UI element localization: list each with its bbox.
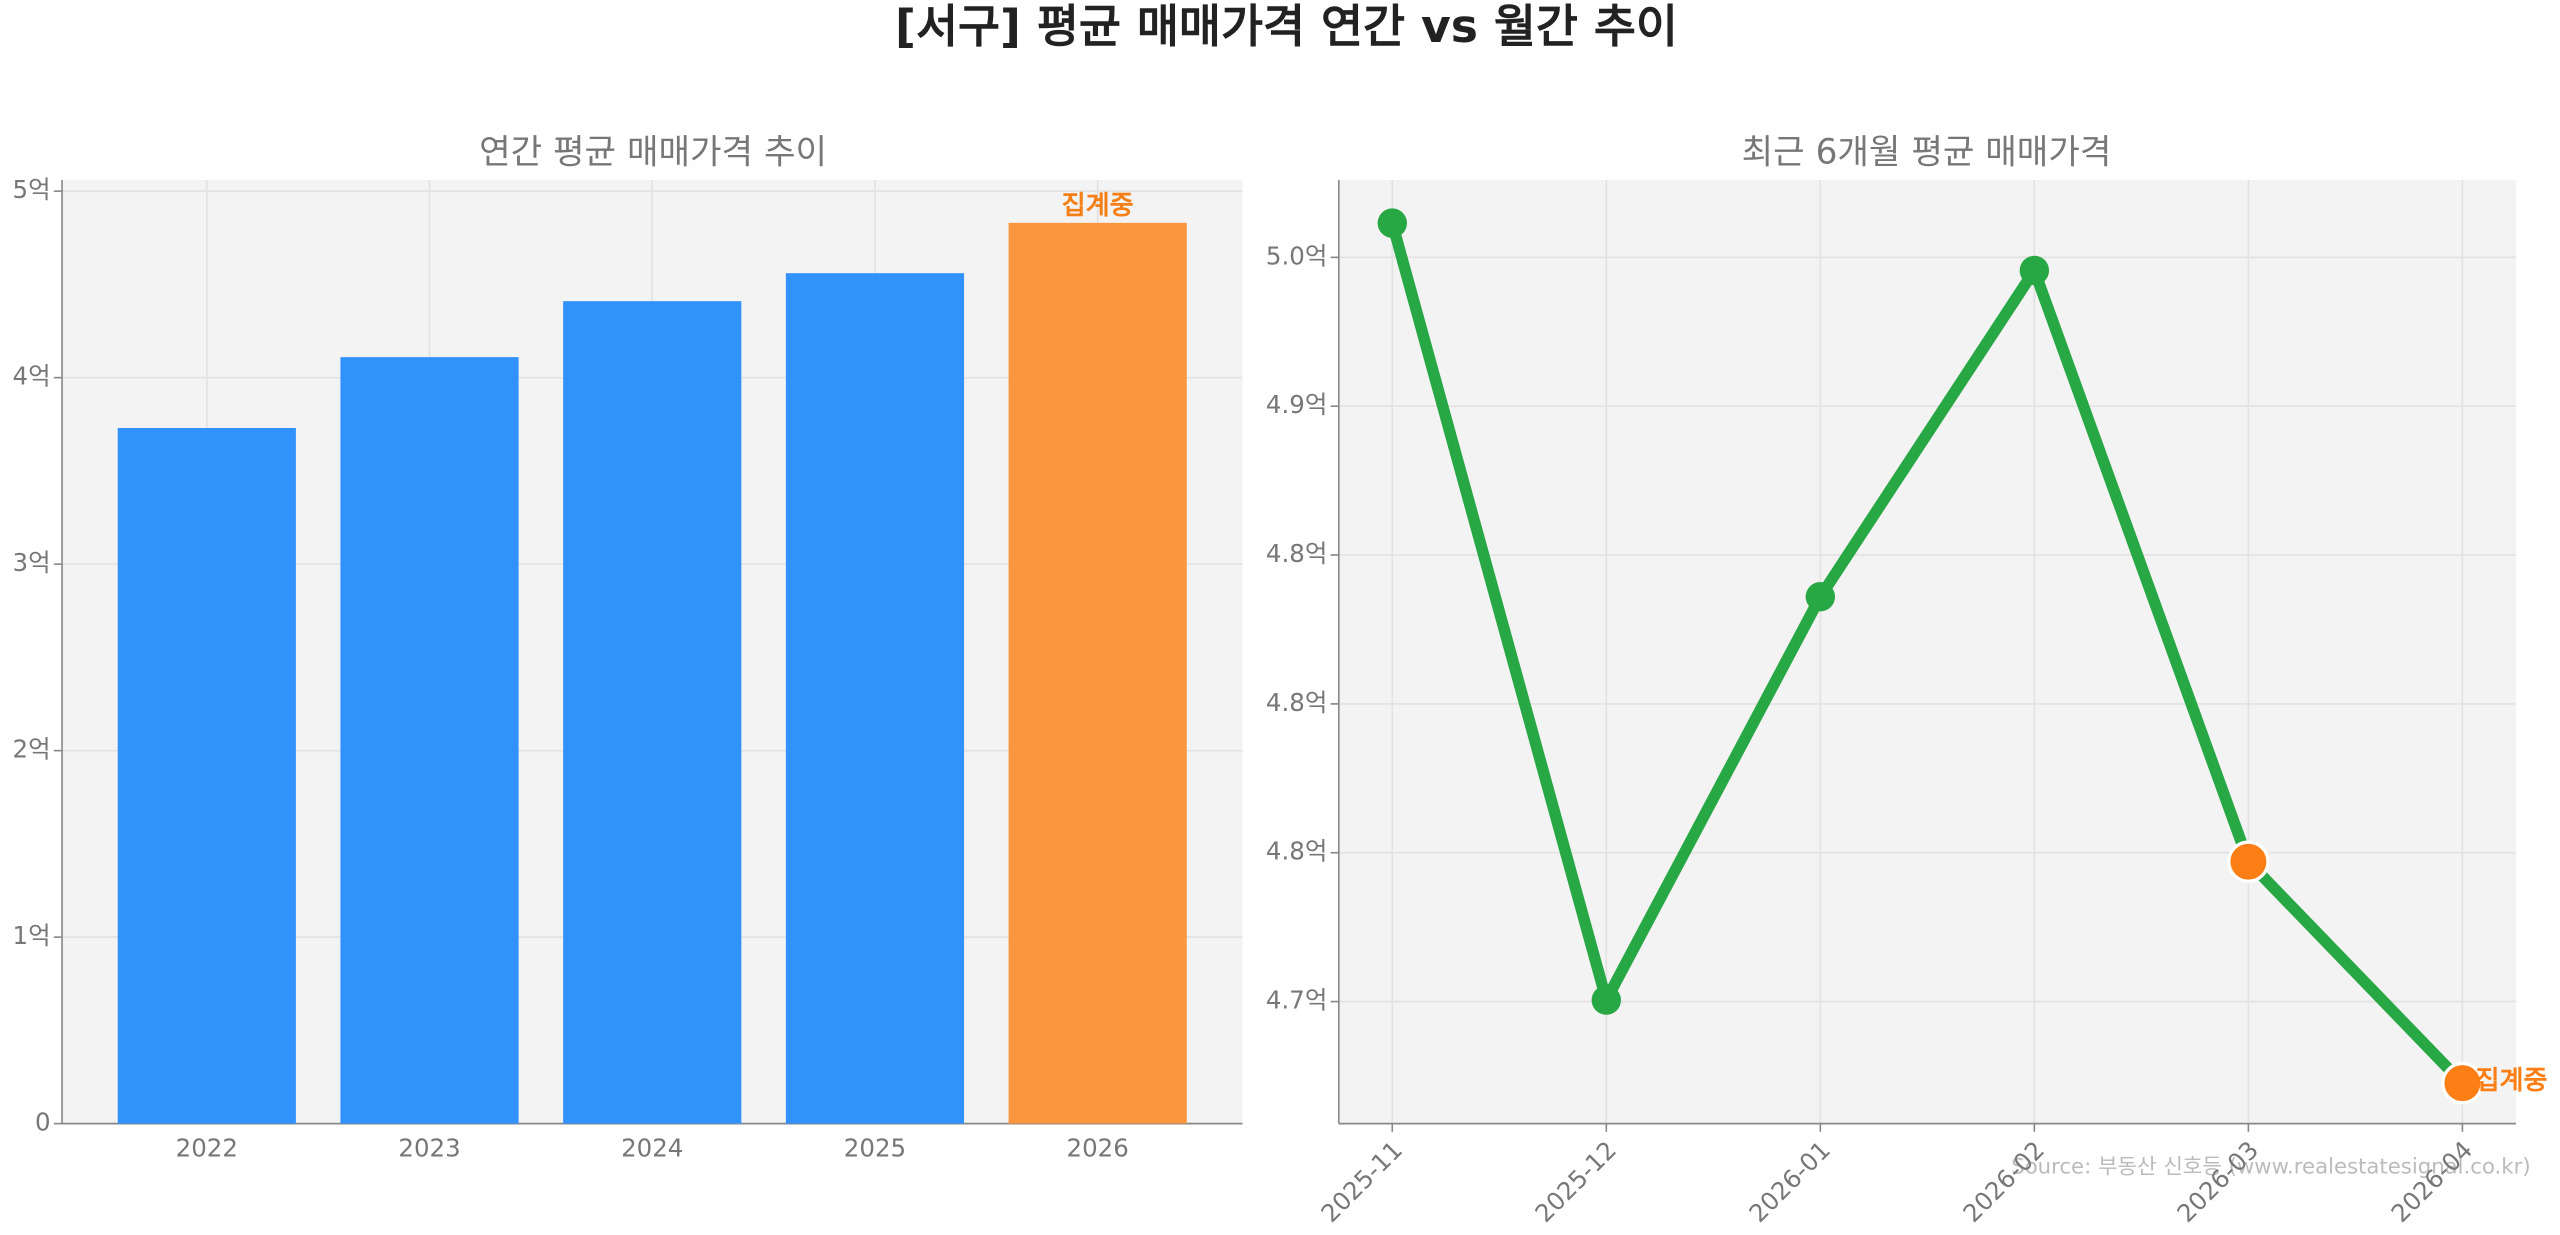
x-tick-label: 2026-01 xyxy=(1743,1135,1836,1228)
x-tick-label: 2026 xyxy=(1067,1134,1129,1163)
x-tick-label: 2022 xyxy=(176,1134,238,1163)
x-tick-label: 2023 xyxy=(398,1134,460,1163)
point xyxy=(2441,1061,2484,1105)
y-tick-label: 3억 xyxy=(13,548,51,577)
annotation: 집계중 xyxy=(2475,1066,2547,1096)
bar xyxy=(785,273,965,1124)
bar xyxy=(1008,222,1187,1124)
point xyxy=(1805,582,1836,612)
bar xyxy=(340,357,519,1124)
x-tick-label: 2026-03 xyxy=(2171,1135,2264,1228)
y-tick-label: 2억 xyxy=(13,735,51,764)
point xyxy=(2019,255,2050,286)
bar xyxy=(117,427,296,1124)
y-tick-label: 5억 xyxy=(13,175,51,204)
source-note: Source: 부동산 신호등 (www.realestatesignal.co… xyxy=(2011,1155,2530,1180)
point xyxy=(1591,985,1622,1015)
y-tick-label: 5.0억 xyxy=(1266,241,1327,270)
x-tick-label: 2024 xyxy=(621,1134,683,1163)
y-tick-label: 1억 xyxy=(13,921,51,950)
y-tick-label: 0 xyxy=(35,1108,51,1137)
y-tick-label: 4.9억 xyxy=(1266,390,1327,419)
annotation: 집계중 xyxy=(1062,191,1134,221)
x-tick-label: 2025-12 xyxy=(1529,1135,1622,1228)
point xyxy=(2227,840,2270,883)
y-tick-label: 4.8억 xyxy=(1266,539,1327,568)
x-tick-label: 2025 xyxy=(844,1134,906,1163)
bar xyxy=(563,301,742,1124)
chart-title: 연간 평균 매매가격 추이 xyxy=(479,132,827,172)
y-tick-label: 4억 xyxy=(13,362,51,391)
y-tick-label: 4.8억 xyxy=(1266,837,1327,866)
plot-area xyxy=(1338,179,2516,1124)
x-tick-label: 2025-11 xyxy=(1315,1135,1408,1228)
line xyxy=(1386,221,2467,1088)
x-tick-label: 2026-02 xyxy=(1957,1135,2050,1228)
point xyxy=(1377,208,1407,238)
x-tick-label: 2026-04 xyxy=(2385,1135,2478,1228)
chart-title: 최근 6개월 평균 매매가격 xyxy=(1742,132,2112,172)
y-tick-label: 4.8억 xyxy=(1266,688,1327,717)
y-tick-label: 4.7억 xyxy=(1266,986,1327,1015)
main-title: [서구] 평균 매매가격 연간 vs 월간 추이 xyxy=(895,0,1678,53)
